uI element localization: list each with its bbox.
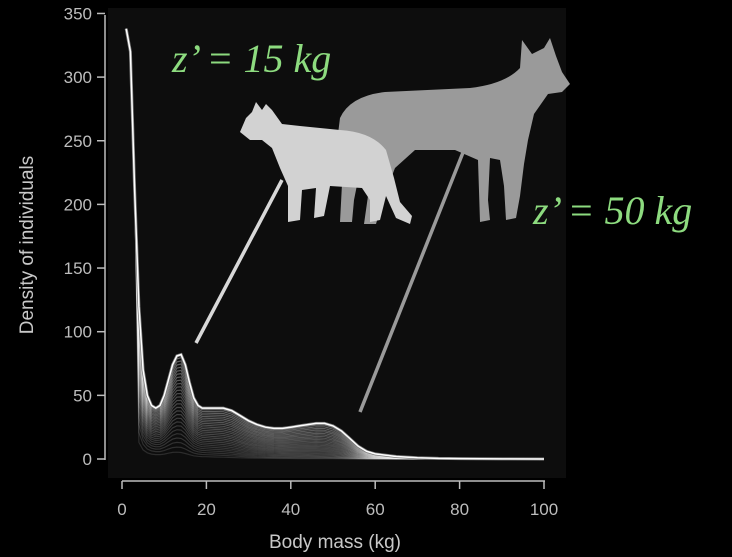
y-tick-label: 350 xyxy=(64,4,92,23)
density-curve-layer xyxy=(125,28,544,460)
y-tick-label: 0 xyxy=(83,450,92,469)
wolf-small-silhouette-icon xyxy=(240,102,412,224)
x-tick-label: 80 xyxy=(450,500,469,519)
x-tick-label: 0 xyxy=(117,500,126,519)
x-axis-label: Body mass (kg) xyxy=(269,532,401,553)
density-curve-layer xyxy=(125,28,545,460)
density-curve-layer xyxy=(125,28,544,460)
x-tick-label: 40 xyxy=(281,500,300,519)
density-curves xyxy=(124,28,545,461)
y-tick-label: 250 xyxy=(64,132,92,151)
x-axis-ticks: 0 20 40 60 80 100 xyxy=(117,481,558,519)
density-curve-layer xyxy=(125,28,544,460)
y-axis-ticks: 0 50 100 150 200 250 300 350 xyxy=(64,4,105,469)
y-tick-label: 150 xyxy=(64,259,92,278)
density-curve-layer xyxy=(125,28,544,460)
density-curve-layer xyxy=(125,28,544,460)
density-curve-layer xyxy=(125,28,545,460)
density-curve-layer xyxy=(125,28,545,460)
annotation-z-15kg: z’ = 15 kg xyxy=(171,36,331,81)
density-curve-layer xyxy=(125,28,544,460)
density-curve-layer xyxy=(125,28,544,460)
density-curve-layer xyxy=(125,28,544,460)
y-tick-label: 100 xyxy=(64,323,92,342)
y-tick-label: 300 xyxy=(64,68,92,87)
density-curve-layer xyxy=(125,28,544,460)
density-curve-layer xyxy=(125,28,545,460)
pointer-line-15kg xyxy=(194,179,284,344)
density-curve-layer xyxy=(125,28,545,460)
density-curve-layer xyxy=(125,28,545,460)
y-axis-label: Density of individuals xyxy=(17,156,38,334)
x-tick-label: 60 xyxy=(366,500,385,519)
density-curve-layer xyxy=(125,28,545,460)
y-tick-label: 200 xyxy=(64,195,92,214)
density-curve-layer xyxy=(125,28,544,460)
density-curve-layer xyxy=(125,28,544,460)
annotation-z-50kg: z’ = 50 kg xyxy=(532,188,692,233)
y-tick-label: 50 xyxy=(73,386,92,405)
wolf-large-silhouette-icon xyxy=(336,38,570,224)
density-curve-layer xyxy=(125,28,544,460)
pointer-line-50kg xyxy=(358,149,466,413)
x-tick-label: 20 xyxy=(197,500,216,519)
density-curve-layer xyxy=(125,28,544,460)
density-curve-layer xyxy=(125,28,544,460)
density-curve-highlight xyxy=(125,28,545,460)
density-curve-layer xyxy=(125,28,544,460)
density-curve-layer xyxy=(125,28,544,460)
x-tick-label: 100 xyxy=(530,500,558,519)
density-curve-layer xyxy=(125,28,544,460)
